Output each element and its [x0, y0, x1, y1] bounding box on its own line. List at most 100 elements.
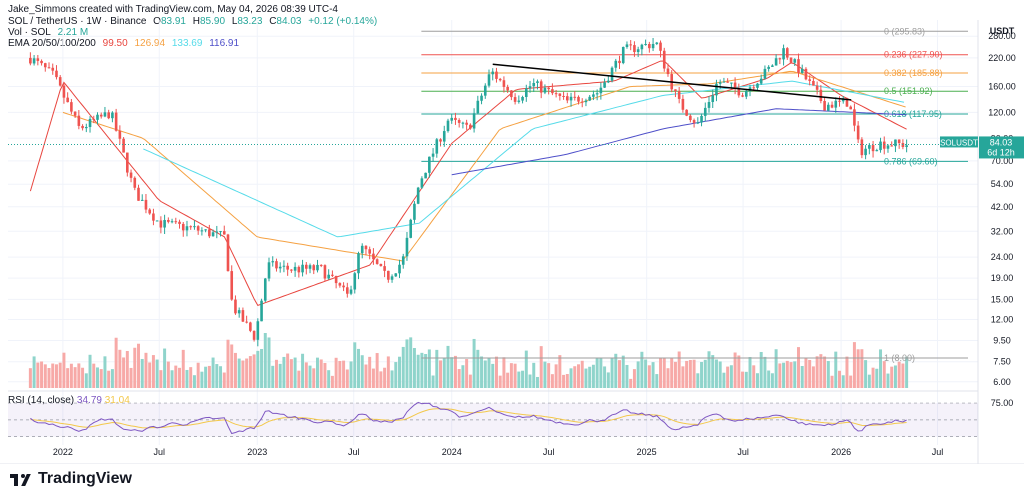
price-chart[interactable]: 0 (295.83) 0.236 (227.90) 0.382 (185.88) 0.… — [0, 0, 1024, 464]
volume-bar — [655, 374, 659, 388]
volume-bar — [558, 355, 562, 388]
volume-bar — [207, 365, 211, 388]
candle-body — [681, 98, 685, 110]
volume-bar — [845, 356, 849, 388]
volume-bar — [800, 365, 804, 388]
volume-bar — [457, 369, 461, 388]
volume-bar — [32, 356, 36, 388]
high-value: 85.90 — [200, 16, 226, 27]
volume-bar — [133, 347, 137, 388]
ema100-value: 133.69 — [171, 38, 203, 49]
volume-bar — [662, 358, 666, 388]
volume-bar — [237, 358, 241, 388]
volume-bar — [670, 358, 674, 388]
candle-body — [174, 221, 178, 223]
candle-body — [92, 118, 96, 120]
candle-body — [580, 101, 584, 103]
volume-bar — [841, 375, 845, 388]
volume-bar — [550, 374, 554, 388]
volume-bar — [577, 364, 580, 388]
candle-body — [446, 120, 450, 132]
y-tick-label: 160.00 — [988, 82, 1016, 92]
y-tick-label: 19.00 — [991, 273, 1014, 283]
volume-bar — [159, 370, 163, 388]
volume-bar — [722, 372, 726, 388]
volume-bar — [66, 368, 70, 388]
candle-body — [263, 278, 267, 301]
volume-bar — [185, 369, 189, 388]
volume-bar — [405, 339, 409, 388]
candle-body — [226, 234, 230, 272]
candle-body — [636, 49, 640, 53]
tradingview-logo: TradingView — [10, 470, 132, 488]
volume-bar — [278, 363, 282, 388]
candle-body — [137, 187, 140, 201]
y-tick-label: 7.50 — [993, 357, 1011, 367]
volume-bar — [148, 362, 152, 388]
volume-bar — [453, 355, 457, 388]
candle-body — [655, 42, 659, 44]
volume-bar — [196, 362, 200, 388]
volume-bar — [636, 361, 640, 388]
y-tick-label: 280.00 — [988, 31, 1016, 41]
volume-bar — [871, 367, 875, 388]
candle-body — [431, 153, 435, 157]
candle-body — [543, 87, 547, 93]
candle-body — [659, 42, 662, 51]
fib-level-label: 0.236 (227.90) — [884, 50, 943, 60]
volume-bar — [752, 365, 756, 388]
candle-body — [99, 114, 103, 117]
y-tick-label: 12.00 — [991, 314, 1014, 324]
fib-level-label: 0.382 (185.88) — [884, 68, 943, 78]
candle-body — [290, 269, 293, 271]
volume-bar — [342, 360, 346, 388]
candle-body — [390, 276, 394, 280]
candle-body — [275, 261, 278, 269]
candle-body — [696, 122, 700, 124]
volume-bar — [189, 367, 193, 388]
y-tick-label: 32.00 — [991, 226, 1014, 236]
candle-body — [715, 83, 718, 96]
candle-body — [331, 274, 334, 276]
volume-bar — [879, 349, 883, 388]
volume-bar — [461, 365, 465, 388]
candle-body — [29, 57, 32, 64]
volume-bar — [632, 369, 636, 388]
volume-bar — [688, 359, 692, 388]
candle-body — [118, 130, 122, 139]
candle-body — [483, 85, 487, 96]
candle-body — [662, 50, 666, 69]
vol-value: 2.21 M — [57, 27, 89, 38]
volume-bar — [192, 375, 196, 388]
volume-bar — [427, 349, 431, 388]
candle-body — [737, 88, 741, 96]
volume-bar — [390, 370, 394, 388]
volume-bar — [521, 370, 525, 388]
ema100-line — [143, 80, 905, 238]
high-label: H — [192, 16, 200, 27]
x-tick-label: Jul — [543, 447, 555, 457]
candle-body — [70, 102, 73, 112]
volume-bar — [178, 367, 182, 388]
candle-body — [834, 100, 838, 108]
candle-body — [241, 310, 245, 322]
volume-bar — [838, 370, 841, 388]
candle-body — [733, 82, 737, 89]
candle-body — [901, 143, 905, 147]
candle-body — [387, 270, 390, 280]
candle-body — [905, 145, 908, 147]
volume-bar — [323, 362, 327, 388]
candle-body — [782, 48, 785, 60]
candle-body — [629, 44, 633, 46]
vol-label: Vol · SOL — [8, 27, 51, 38]
candle-body — [551, 89, 554, 94]
x-tick-label: 2025 — [637, 447, 657, 457]
candle-body — [498, 78, 502, 81]
volume-bar — [711, 355, 715, 388]
volume-bar — [707, 351, 711, 388]
volume-bar — [573, 366, 577, 388]
volume-bar — [767, 370, 771, 388]
candle-body — [271, 261, 275, 263]
x-tick-label: Jul — [348, 447, 360, 457]
ema200-line — [451, 108, 907, 176]
